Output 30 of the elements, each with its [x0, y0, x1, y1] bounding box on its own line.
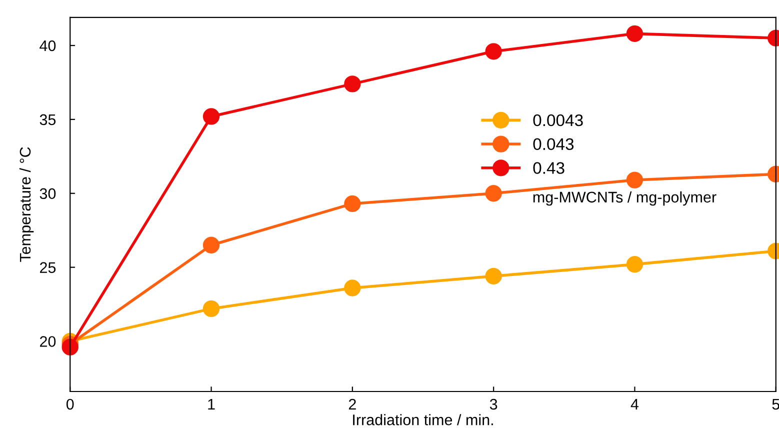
x-tick-label: 5	[772, 399, 779, 410]
point	[344, 76, 361, 92]
point	[626, 25, 644, 42]
y-tick-label: 20	[40, 336, 56, 347]
point	[485, 268, 502, 284]
point	[344, 195, 361, 212]
x-axis-title: Irradiation time / min.	[353, 414, 493, 426]
legend-title: mg-MWCNTs / mg-polymer	[533, 191, 716, 206]
point	[62, 338, 78, 356]
point	[344, 280, 361, 296]
point	[626, 172, 644, 188]
x-tick-label: 3	[490, 398, 498, 410]
y-tick-label: 40	[40, 40, 56, 52]
point	[202, 300, 220, 318]
legend-label: 0.0043	[533, 114, 583, 126]
legend-label: 0.43	[533, 162, 564, 174]
x-tick-label: 0	[66, 398, 74, 410]
legend-label: 0.043	[533, 138, 574, 150]
point	[202, 236, 220, 254]
y-tick-label: 25	[40, 262, 56, 273]
y-axis-title: Temperature / °C	[19, 147, 34, 262]
y-tick-label: 30	[40, 188, 56, 200]
point	[626, 256, 644, 273]
x-tick-label: 4	[630, 399, 639, 410]
point	[485, 185, 502, 202]
point	[202, 108, 220, 125]
x-tick-label: 1	[208, 399, 215, 410]
x-tick-label: 2	[348, 398, 356, 410]
point	[485, 43, 502, 60]
y-tick-label: 35	[40, 114, 56, 126]
